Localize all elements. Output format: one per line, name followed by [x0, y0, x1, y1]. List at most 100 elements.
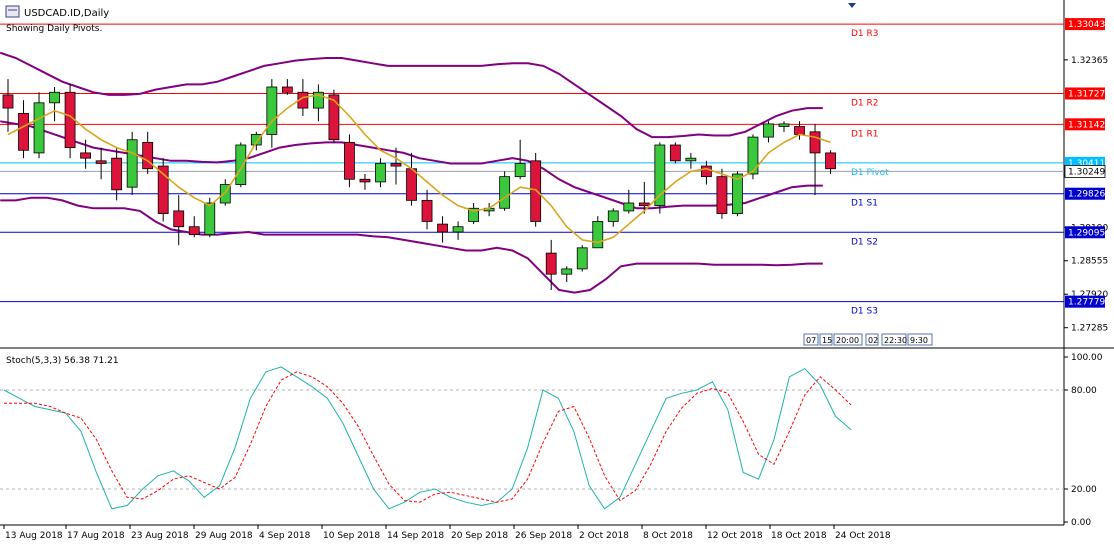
bearish-candle: [406, 168, 417, 201]
bullish-candle: [468, 207, 480, 222]
pivot-label: D1 S2: [851, 237, 878, 247]
stoch-axis-ticks: 100.00 80.00 20.00 0.00: [1064, 353, 1103, 528]
bearish-candle: [701, 165, 712, 178]
bullish-candle: [312, 91, 324, 109]
pivot-price-tags: 1.33043 1.31727 1.31142 1.30411 1.29826 1.290…: [1064, 18, 1106, 308]
bearish-candle: [421, 199, 433, 222]
bearish-candle: [80, 152, 91, 159]
price-tick-label: 1.27285: [1071, 324, 1108, 334]
bearish-candle: [157, 165, 169, 214]
bullish-candle: [452, 226, 464, 233]
bearish-candle: [530, 160, 542, 222]
bullish-candle: [763, 123, 774, 138]
current-price-label: 1.30249: [1068, 167, 1105, 177]
stoch-tick-label: 100.00: [1071, 353, 1103, 363]
pivot-label: D1 R2: [851, 98, 879, 108]
bearish-candle: [142, 141, 154, 170]
time-readout-box: [865, 333, 879, 346]
time-readout-box: [881, 333, 907, 346]
bullish-candle: [514, 163, 526, 178]
time-tick-label: 12 Oct 2018: [707, 531, 763, 541]
pivot-tag: [1065, 295, 1105, 308]
pivot-tag: [1065, 187, 1105, 200]
chart-header: USDCAD.ID,Daily Showing Daily Pivots.: [5, 3, 856, 34]
time-readout-box: [803, 333, 819, 346]
pivot-tag-label: 1.31142: [1068, 120, 1105, 130]
bearish-candle: [390, 163, 402, 167]
bearish-candle: [359, 178, 371, 183]
pivot-tag: [1065, 118, 1105, 131]
time-axis-labels: 13 Aug 2018 17 Aug 2018 23 Aug 2018 29 Aug …: [3, 525, 891, 541]
time-readout-label: 15: [822, 336, 832, 345]
pivot-tag-label: 1.29095: [1068, 228, 1105, 238]
bullish-candle: [375, 163, 386, 183]
price-tick-label: 1.28555: [1071, 257, 1108, 267]
current-price-tag: [1064, 165, 1106, 178]
bullish-candle: [33, 102, 45, 154]
time-tick-label: 26 Sep 2018: [515, 531, 572, 541]
price-tick-label: 1.32365: [1071, 56, 1108, 66]
bearish-candle: [809, 131, 821, 154]
shift-arrow-icon[interactable]: [848, 3, 856, 8]
pivot-tag: [1065, 18, 1105, 31]
bearish-candle: [173, 210, 185, 228]
bullish-candle: [499, 176, 511, 209]
bearish-candle: [328, 94, 340, 141]
time-tick-label: 8 Oct 2018: [643, 531, 693, 541]
symbol-title: USDCAD.ID,Daily: [24, 8, 109, 19]
bullish-candle: [250, 134, 262, 146]
pivot-tag-label: 1.27779: [1068, 298, 1105, 308]
bullish-candle: [623, 202, 635, 212]
bullish-candle: [576, 247, 588, 270]
bullish-candle: [219, 184, 231, 204]
bullish-candle: [204, 202, 216, 236]
time-tick-label: 14 Sep 2018: [387, 531, 444, 541]
pivot-lines: D1 R3 D1 R2 D1 R1 D1 Pivot D1 S1 D1 S2 D1 S3: [0, 23, 1064, 317]
candles: [2, 79, 836, 290]
stoch-tick-label: 20.00: [1071, 485, 1097, 495]
pivot-label: D1 S3: [851, 307, 878, 317]
bullish-candle: [654, 144, 666, 207]
time-readout-label: 20:00: [836, 336, 859, 345]
bullish-candle: [592, 221, 604, 249]
bearish-candle: [111, 157, 123, 191]
bearish-candle: [437, 223, 448, 233]
time-tick-label: 2 Oct 2018: [579, 531, 629, 541]
bullish-candle: [126, 139, 138, 188]
stoch-lines: [3, 366, 852, 510]
moving-average-line: [7, 94, 831, 244]
stochastic-pane[interactable]: 100.00 80.00 20.00 0.00: [0, 348, 1103, 528]
pivot-label: D1 R3: [851, 29, 879, 39]
lower-band-line: [0, 196, 823, 294]
pivot-label: D1 R1: [851, 129, 879, 139]
bearish-candle: [344, 141, 355, 180]
bearish-candle: [794, 126, 805, 135]
time-readout-label: 9:30: [910, 336, 928, 345]
bullish-candle: [266, 86, 278, 135]
bullish-candle: [561, 268, 573, 275]
bearish-candle: [638, 202, 650, 207]
price-pane[interactable]: D1 R3 D1 R2 D1 R1 D1 Pivot D1 S1 D1 S2 D1 S3 1…: [0, 0, 1114, 349]
pivot-label: D1 S1: [851, 199, 878, 209]
bearish-candle: [545, 252, 557, 275]
bullish-candle: [49, 91, 60, 104]
time-readout-label: 07: [806, 336, 816, 345]
time-tick-label: 20 Sep 2018: [451, 531, 508, 541]
pivot-label: D1 Pivot: [851, 168, 889, 178]
bullish-candle: [685, 157, 697, 162]
time-readout: 07 15 20:00 02 22:30 9:30: [803, 333, 933, 346]
time-readout-box: [907, 333, 933, 346]
time-tick-label: 23 Aug 2018: [131, 531, 189, 541]
bearish-candle: [95, 160, 107, 164]
pivot-tag: [1065, 226, 1105, 239]
stoch-tick-label: 80.00: [1071, 386, 1097, 396]
bearish-candle: [825, 152, 836, 170]
stoch-legend: Stoch(5,3,3) 56.38 71.21: [6, 356, 119, 366]
bearish-candle: [2, 94, 14, 109]
bullish-candle: [607, 210, 619, 222]
bearish-candle: [281, 86, 293, 93]
bearish-candle: [18, 112, 29, 151]
